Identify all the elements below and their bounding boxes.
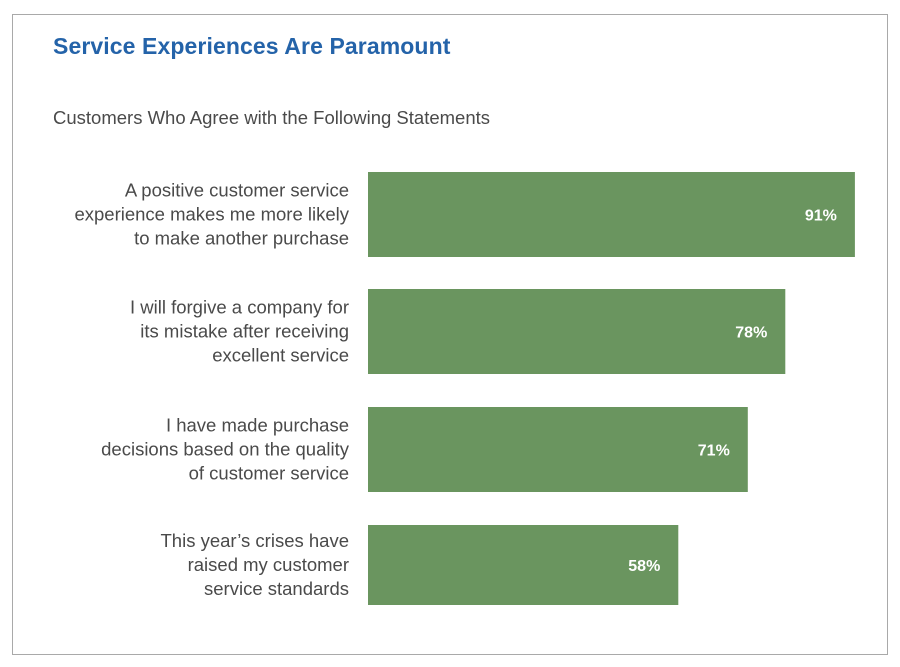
category-label-3: I have made purchase decisions based on t… bbox=[101, 415, 350, 484]
bar-2 bbox=[368, 289, 786, 374]
chart-subtitle: Customers Who Agree with the Following S… bbox=[53, 107, 490, 128]
value-label-3: 71% bbox=[698, 443, 730, 460]
bar-3 bbox=[368, 407, 748, 492]
category-label-4: This year’s crises have raised my custome… bbox=[161, 530, 350, 599]
value-label-1: 91% bbox=[805, 208, 837, 225]
bar-4 bbox=[368, 525, 679, 605]
bar-chart: 91% A positive customer service experience… bbox=[74, 172, 855, 605]
value-label-2: 78% bbox=[735, 325, 767, 342]
chart-title: Service Experiences Are Paramount bbox=[53, 33, 451, 59]
chart-frame: Service Experiences Are Paramount Custom… bbox=[12, 14, 888, 655]
category-label-1: A positive customer service experience ma… bbox=[74, 180, 349, 249]
value-label-4: 58% bbox=[628, 558, 660, 575]
bar-1 bbox=[368, 172, 855, 257]
category-label-2: I will forgive a company for its mistake … bbox=[130, 297, 349, 366]
